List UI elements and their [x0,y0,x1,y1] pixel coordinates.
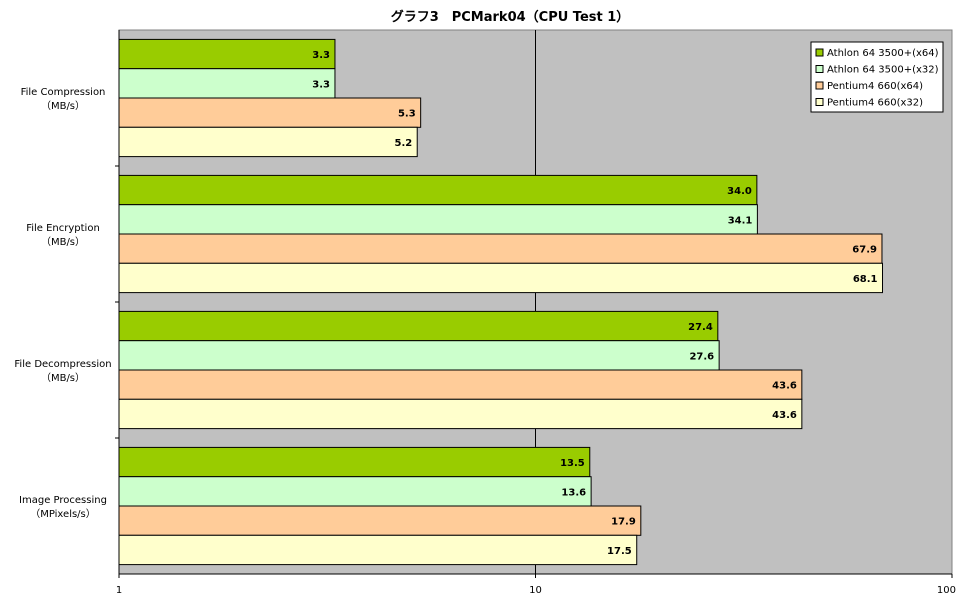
x-tick-label: 100 [937,585,956,596]
bar [118,68,336,99]
data-label: 27.6 [689,351,714,362]
data-label: 13.5 [560,458,585,469]
bar [118,398,803,430]
legend-swatch [815,48,824,57]
data-label: 17.5 [607,546,632,557]
data-label: 43.6 [772,410,797,421]
legend-box [810,41,944,113]
category-label: （MPixels/s） [30,508,96,520]
x-tick-label: 10 [529,585,542,596]
chart-title: グラフ3 PCMark04（CPU Test 1） [391,9,630,25]
category-label: File Compression [21,87,106,98]
category-label: Image Processing [19,495,107,506]
data-label: 5.2 [394,138,412,149]
data-label: 34.1 [728,215,753,226]
legend-label: Pentium4 660(x32) [827,98,923,109]
data-label: 3.3 [312,79,330,90]
data-label: 17.9 [611,517,636,528]
bar [118,233,883,264]
legend-label: Athlon 64 3500+(x32) [827,65,939,76]
legend-label: Pentium4 660(x64) [827,81,923,92]
category-label: File Encryption [26,223,100,234]
bar [118,126,418,158]
bar [118,97,422,128]
bar [118,446,591,478]
category-label: （MB/s） [41,372,85,384]
axes: File Compression （MB/s） File Encryption （MB… [14,30,956,596]
legend-swatch [815,81,824,90]
data-label: 68.1 [853,274,878,285]
data-label: 27.4 [688,322,713,333]
legend: Athlon 64 3500+(x64) Athlon 64 3500+(x32)… [810,41,944,113]
data-label: 43.6 [772,381,797,392]
bar [118,534,638,566]
category-label: （MB/s） [41,100,85,112]
bar [118,369,803,400]
bar [118,174,758,206]
data-label: 3.3 [312,50,330,61]
legend-swatch [815,98,824,106]
legend-swatch [815,65,824,73]
legend-label: Athlon 64 3500+(x64) [827,48,939,59]
x-tick-label: 1 [116,585,122,596]
bar [118,310,719,342]
category-label: File Decompression [14,359,111,370]
bar [118,38,336,70]
bar [118,476,592,507]
data-label: 67.9 [852,245,877,256]
data-label: 5.3 [398,109,416,120]
bar [118,340,720,371]
bar [118,204,758,235]
data-label: 13.6 [561,487,586,498]
bar [118,262,884,294]
category-label: （MB/s） [41,236,85,248]
bar [118,505,642,536]
data-label: 34.0 [727,186,752,197]
bars: 3.3 34.0 27.4 13.5 3.3 34.1 27.6 13.6 5.3 67.9 43.… [118,38,884,566]
